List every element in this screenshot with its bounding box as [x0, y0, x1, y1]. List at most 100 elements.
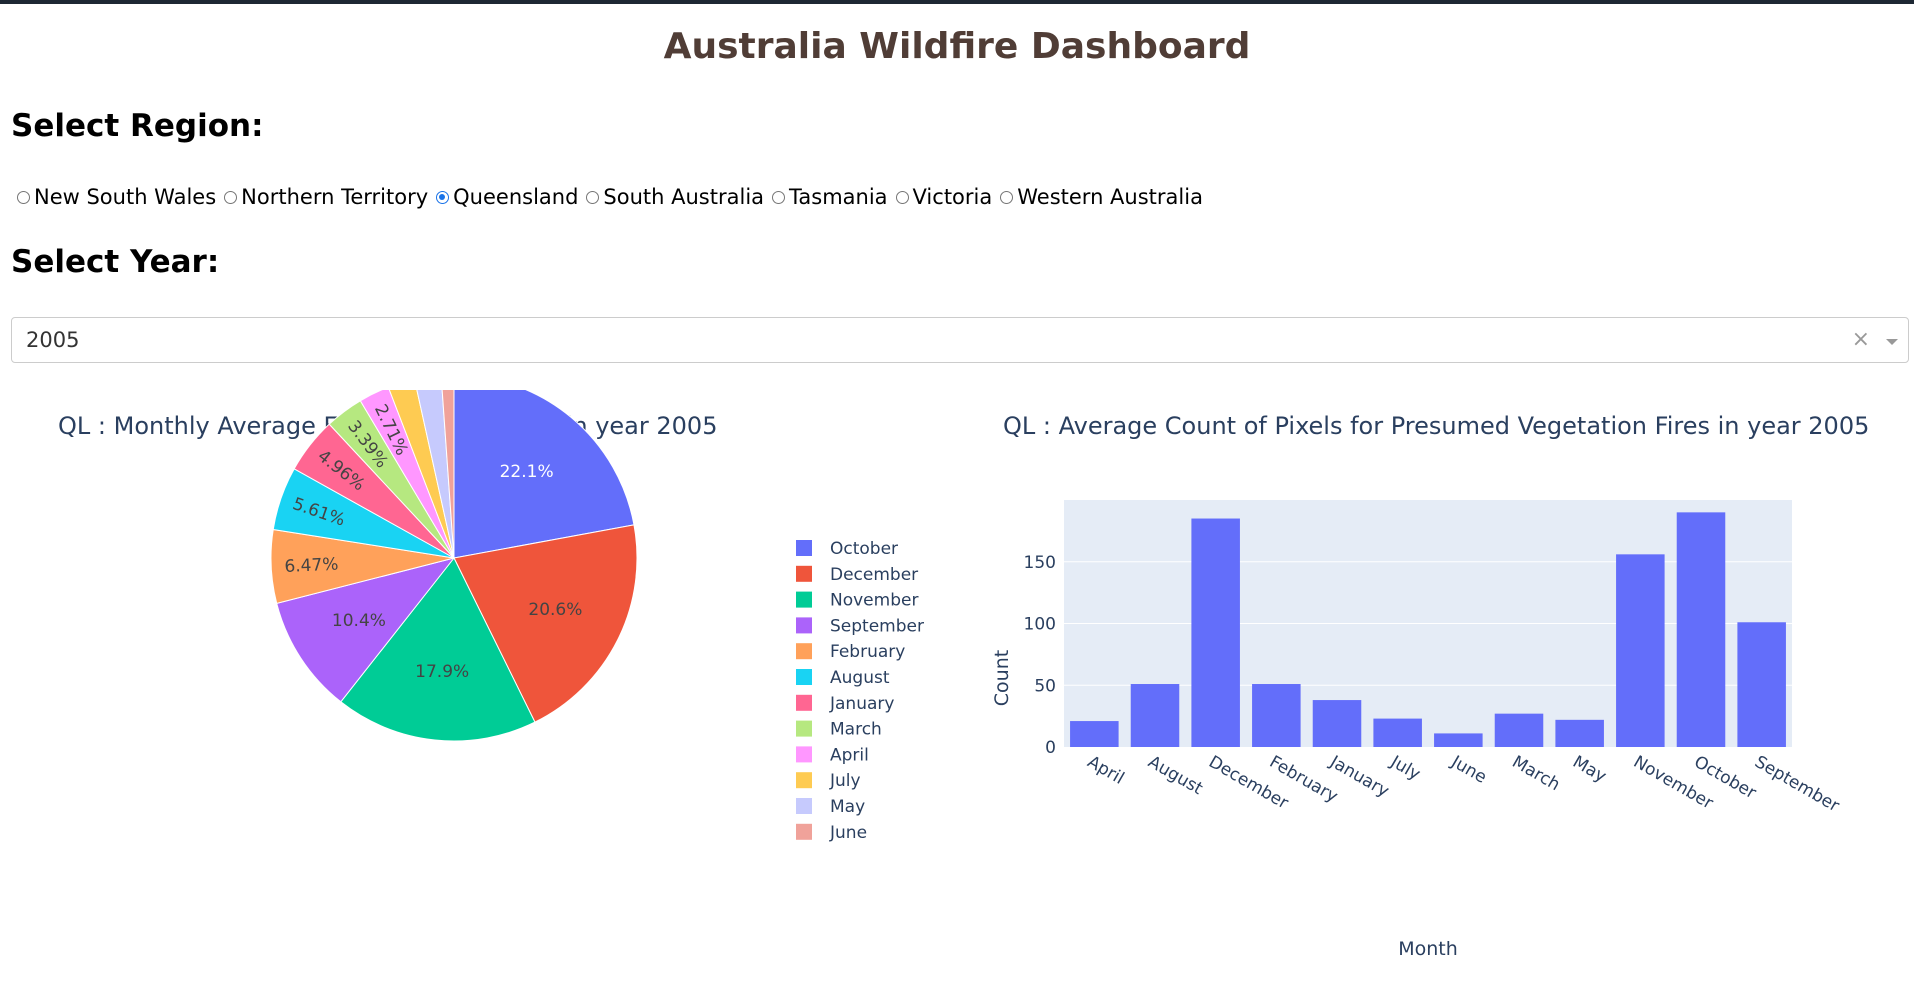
legend-swatch — [796, 540, 812, 556]
pie-slice-label: 17.9% — [415, 662, 469, 682]
clear-icon[interactable]: × — [1851, 327, 1870, 352]
region-option[interactable]: South Australia — [586, 185, 764, 209]
legend-swatch — [796, 694, 812, 711]
pie-slice[interactable] — [388, 390, 455, 559]
legend-item-label[interactable]: December — [830, 565, 918, 585]
legend-swatch — [796, 798, 812, 814]
bar-chart-title: QL : Average Count of Pixels for Presume… — [1003, 412, 1869, 440]
bar[interactable] — [1312, 700, 1362, 747]
bar-bars — [1070, 512, 1786, 747]
legend-item-label[interactable]: September — [830, 616, 924, 636]
legend-item-label[interactable]: January — [829, 694, 894, 714]
year-dropdown-value: 2005 — [26, 328, 80, 352]
legend-swatch — [796, 591, 812, 608]
x-axis-label: Month — [1398, 938, 1458, 960]
chevron-down-icon[interactable] — [1886, 339, 1898, 345]
region-option[interactable]: Queensland — [436, 185, 578, 209]
y-axis-label: Count — [991, 650, 1013, 706]
region-option[interactable]: New South Wales — [17, 185, 216, 209]
bar[interactable] — [1494, 713, 1544, 747]
pie-slice[interactable] — [441, 390, 455, 559]
page-title: Australia Wildfire Dashboard — [663, 26, 1251, 67]
legend-swatch — [796, 669, 812, 685]
radio-button[interactable] — [436, 190, 450, 204]
radio-button[interactable] — [895, 190, 909, 204]
pie-slice[interactable] — [359, 390, 455, 559]
pie-slice[interactable] — [340, 557, 536, 742]
legend-swatch — [796, 617, 812, 634]
x-tick-label: September — [1751, 752, 1842, 816]
radio-button[interactable] — [224, 190, 238, 204]
legend-swatch — [796, 565, 812, 582]
region-option[interactable]: Western Australia — [1000, 185, 1203, 209]
bar-gridlines — [1064, 561, 1792, 686]
region-radio-group: New South Wales Northern Territory Queensl… — [17, 183, 1211, 211]
legend-swatch — [796, 720, 812, 737]
pie-slice[interactable] — [453, 524, 638, 723]
bar[interactable] — [1252, 684, 1301, 747]
pie-chart: QL : Monthly Average Estimated Fire Area… — [58, 390, 924, 843]
legend-item-label[interactable]: April — [830, 745, 869, 765]
x-tick-label: May — [1569, 752, 1609, 787]
legend-swatch — [796, 823, 812, 840]
pie-slice-label: 20.6% — [528, 600, 582, 620]
region-option-label: Northern Territory — [241, 185, 429, 209]
region-option[interactable]: Victoria — [895, 185, 993, 209]
bar[interactable] — [1373, 718, 1422, 747]
x-tick-label: June — [1447, 752, 1490, 788]
browser-top-strip — [0, 0, 1914, 4]
region-option-label: Queensland — [453, 185, 579, 209]
pie-slice-label: 22.1% — [500, 462, 554, 482]
pie-slice[interactable] — [276, 557, 456, 703]
y-axis-ticks: 0 50 100 150 — [1024, 553, 1056, 758]
legend-swatch — [796, 643, 812, 660]
y-tick-label: 50 — [1034, 676, 1056, 696]
year-dropdown[interactable]: 2005 × — [11, 317, 1909, 363]
year-heading: Select Year: — [11, 244, 220, 280]
legend-item-label[interactable]: August — [830, 668, 890, 688]
bar[interactable] — [1676, 512, 1726, 747]
bar[interactable] — [1434, 733, 1483, 747]
radio-button[interactable] — [586, 190, 600, 204]
region-option-label: Tasmania — [789, 185, 888, 209]
y-tick-label: 100 — [1024, 615, 1056, 635]
region-option-label: New South Wales — [34, 185, 217, 209]
legend-item-label[interactable]: July — [829, 771, 861, 791]
pie-slice-label: 6.47% — [284, 554, 339, 577]
pie-slice[interactable] — [453, 390, 635, 559]
x-tick-label: July — [1386, 752, 1423, 785]
bar[interactable] — [1555, 719, 1604, 747]
legend-swatch — [796, 772, 812, 789]
bar[interactable] — [1191, 518, 1240, 747]
legend-item-label[interactable]: November — [830, 591, 918, 611]
legend-item-label[interactable]: March — [830, 720, 882, 740]
region-option-label: South Australia — [603, 185, 765, 209]
pie-slices: 22.1%20.6%17.9%10.4%6.47%5.61%4.96%3.39%… — [270, 390, 638, 742]
pie-legend[interactable]: October December November September February… — [796, 539, 924, 843]
bar[interactable] — [1130, 684, 1180, 747]
bar[interactable] — [1737, 622, 1786, 747]
region-heading: Select Region: — [11, 108, 264, 144]
radio-button[interactable] — [772, 190, 786, 204]
region-option[interactable]: Northern Territory — [224, 185, 428, 209]
region-option-label: Western Australia — [1017, 185, 1203, 209]
radio-button[interactable] — [17, 190, 30, 204]
x-tick-label: April — [1084, 752, 1128, 789]
legend-item-label[interactable]: May — [830, 797, 865, 817]
y-tick-label: 0 — [1045, 738, 1056, 758]
bar-chart: QL : Average Count of Pixels for Presume… — [991, 412, 1869, 960]
region-option[interactable]: Tasmania — [772, 185, 888, 209]
x-tick-label: March — [1509, 752, 1564, 795]
legend-item-label[interactable]: February — [830, 642, 905, 662]
legend-swatch — [796, 746, 812, 763]
bar[interactable] — [1070, 721, 1119, 747]
pie-slice-label: 10.4% — [332, 611, 386, 631]
legend-item-label[interactable]: June — [829, 823, 867, 843]
legend-item-label[interactable]: October — [830, 539, 898, 559]
radio-button[interactable] — [1000, 190, 1014, 204]
bar[interactable] — [1616, 554, 1665, 747]
region-option-label: Victoria — [912, 185, 993, 209]
x-tick-label: August — [1145, 752, 1207, 799]
y-tick-label: 150 — [1024, 553, 1056, 573]
